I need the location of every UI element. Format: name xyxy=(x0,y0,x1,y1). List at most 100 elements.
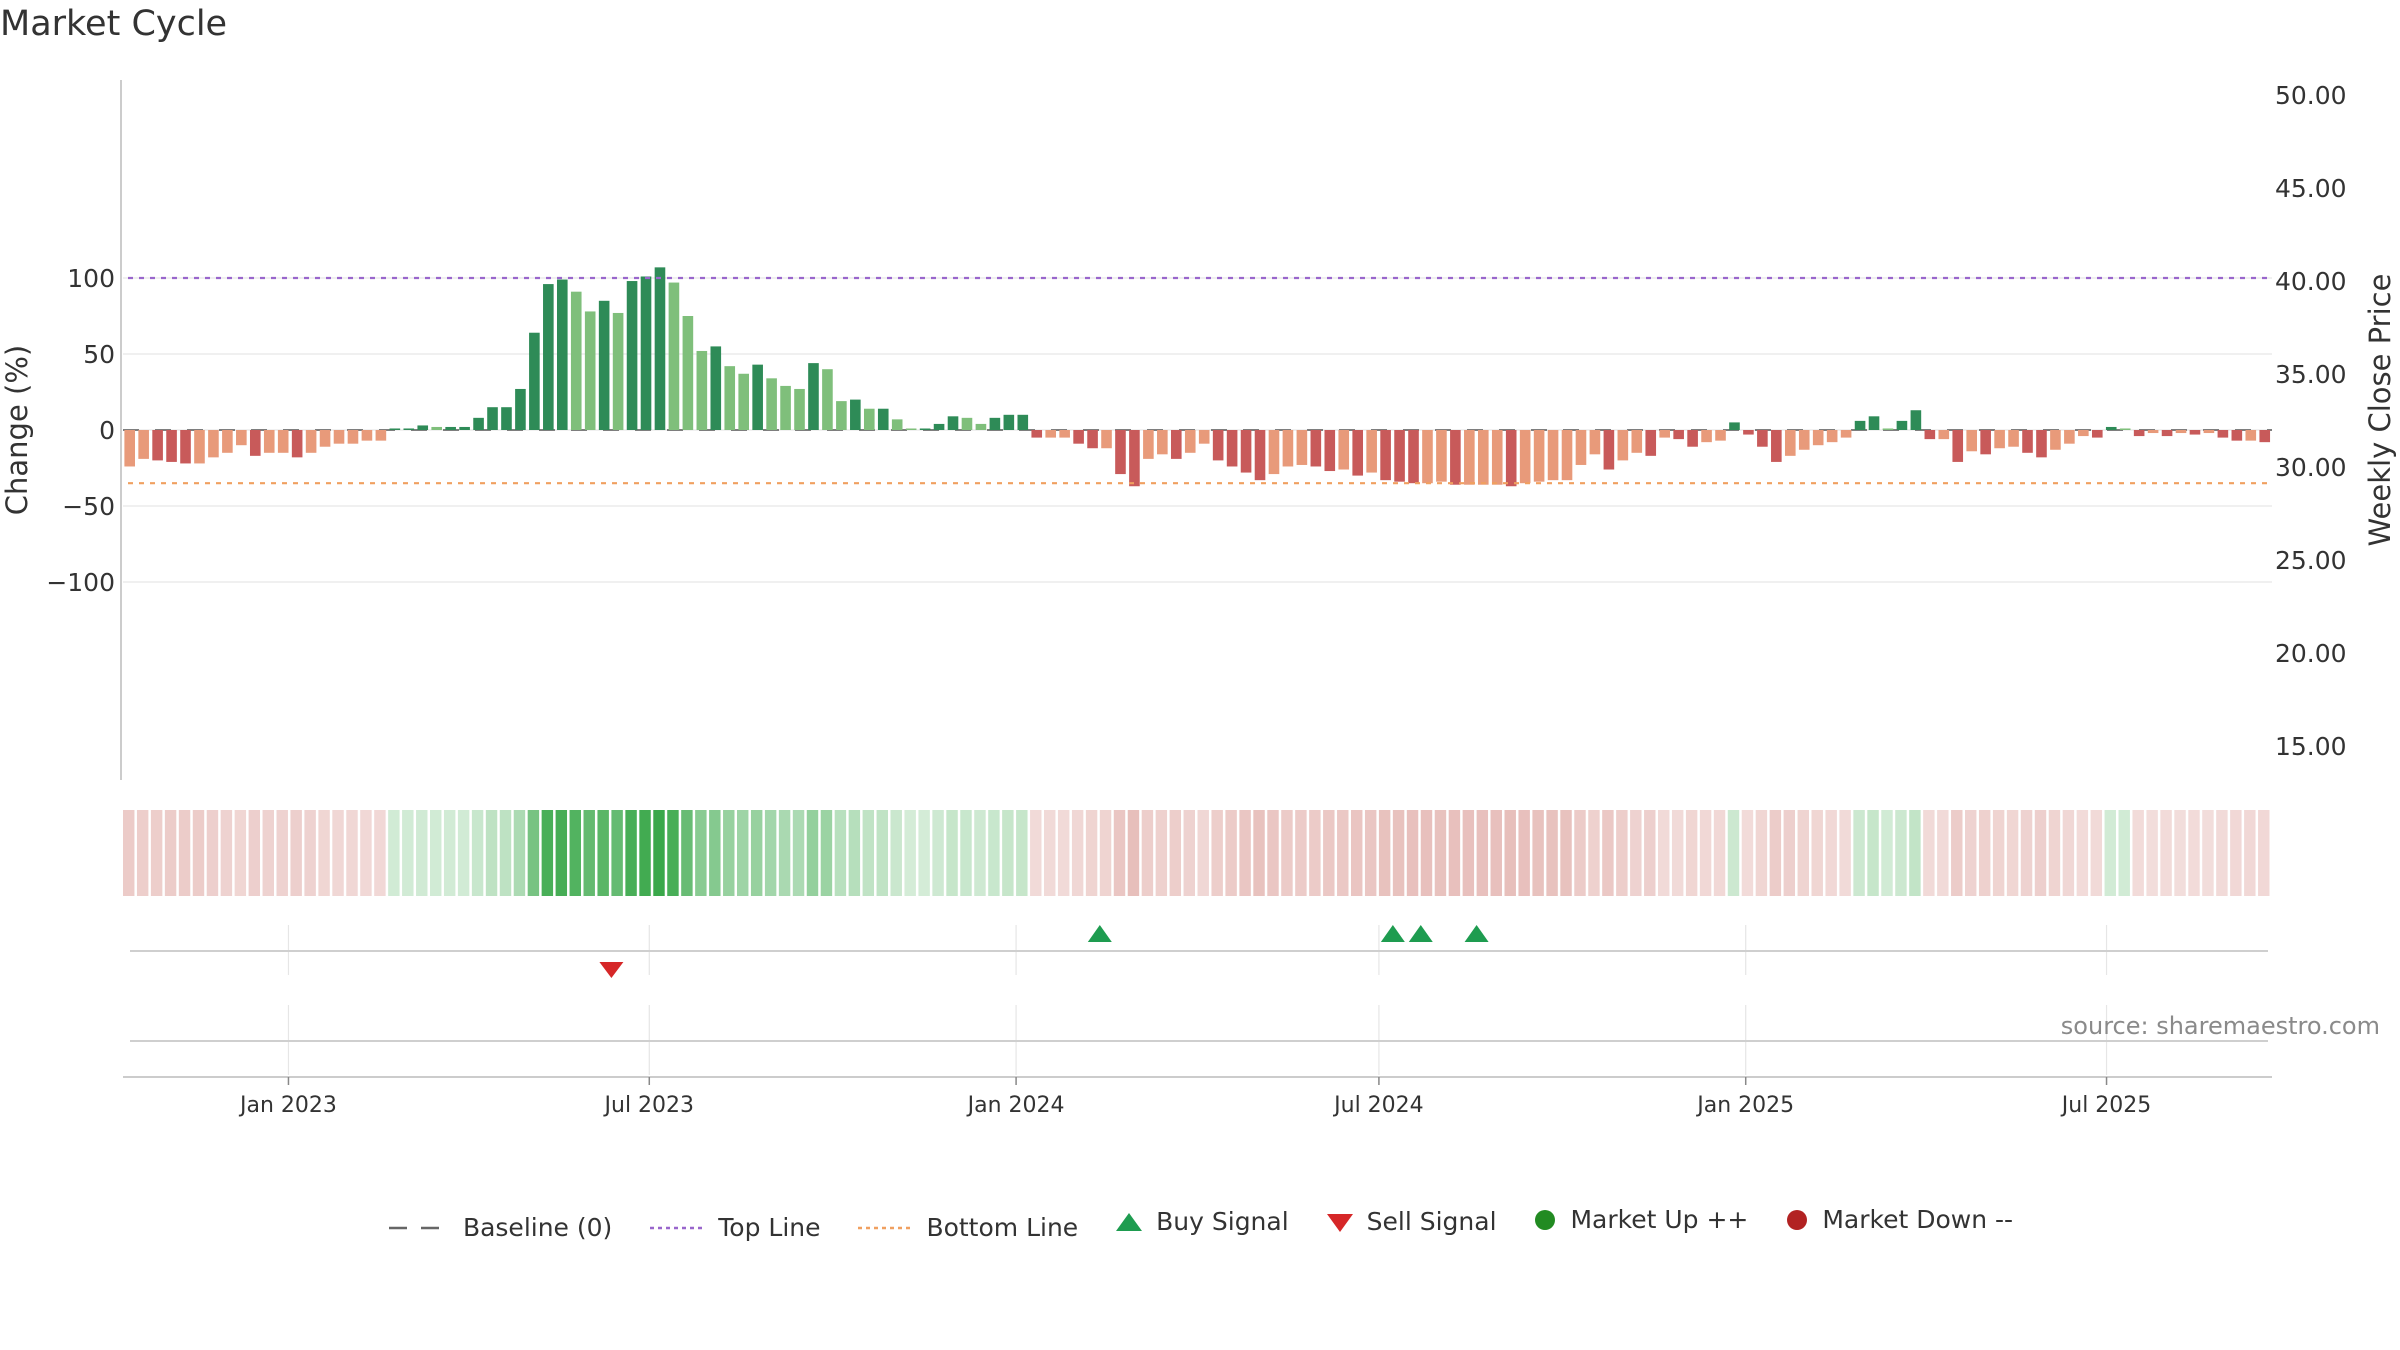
bar xyxy=(1157,430,1168,455)
bar xyxy=(654,267,666,430)
x-tick-label: Jul 2025 xyxy=(2060,1093,2152,1118)
bar xyxy=(2245,430,2257,441)
bar xyxy=(1170,430,1182,459)
x-tick-label: Jan 2023 xyxy=(238,1093,337,1118)
heat-cell xyxy=(834,810,847,896)
y2-tick-label: 45.00 xyxy=(2275,174,2347,203)
bar xyxy=(1980,430,1991,455)
heat-cell xyxy=(1978,810,1991,896)
bar xyxy=(2231,430,2243,441)
bar xyxy=(166,430,177,462)
bar xyxy=(1366,430,1377,473)
x-tick-label: Jan 2025 xyxy=(1695,1093,1794,1118)
bar xyxy=(1073,430,1084,444)
bar xyxy=(961,417,973,430)
bar xyxy=(375,430,387,441)
bar xyxy=(710,346,722,430)
heat-cell xyxy=(862,810,875,896)
heat-cell xyxy=(1183,810,1195,896)
bar xyxy=(2147,430,2159,434)
heat-cell xyxy=(597,810,609,896)
heat-cell xyxy=(1504,810,1516,896)
heat-cell xyxy=(974,810,986,896)
bar xyxy=(1771,430,1782,462)
heat-cell xyxy=(1378,810,1391,896)
bar xyxy=(459,426,470,430)
heat-cell xyxy=(1002,810,1014,896)
bar xyxy=(1743,430,1754,435)
bar xyxy=(138,430,149,459)
bar xyxy=(1184,430,1196,453)
y2-tick-label: 25.00 xyxy=(2275,546,2347,575)
bar xyxy=(975,423,987,430)
bar xyxy=(1882,428,1894,430)
legend-item-baseline: Baseline (0) xyxy=(387,1213,612,1242)
legend-label-top-line: Top Line xyxy=(718,1213,821,1242)
legend-label-baseline: Baseline (0) xyxy=(462,1213,613,1242)
bar xyxy=(1561,430,1573,481)
y-tick-label: 100 xyxy=(67,264,115,293)
heat-cell xyxy=(1462,810,1475,896)
bar xyxy=(738,373,750,430)
heat-cell xyxy=(1630,810,1642,896)
bar xyxy=(1031,430,1043,438)
heat-cell xyxy=(1490,810,1502,896)
bar xyxy=(333,430,345,444)
heat-cell xyxy=(1588,810,1600,896)
heat-cell xyxy=(611,810,623,896)
heat-cell xyxy=(471,810,484,896)
legend-label-bottom-line: Bottom Line xyxy=(926,1213,1079,1242)
dotted-line-icon xyxy=(648,1223,706,1233)
heat-cell xyxy=(430,810,442,896)
y-axis-title: Change (%) xyxy=(0,345,34,515)
bar xyxy=(1659,430,1671,438)
bar xyxy=(249,430,261,456)
heat-cell xyxy=(764,810,777,896)
heat-cell xyxy=(778,810,791,896)
bar xyxy=(515,388,526,430)
bar xyxy=(1003,414,1015,430)
heat-cell xyxy=(1169,810,1182,896)
buy-signal-marker xyxy=(1380,925,1405,942)
heat-cell xyxy=(2048,810,2061,896)
heat-cell xyxy=(583,810,595,896)
bar xyxy=(933,423,945,430)
bar xyxy=(1575,430,1587,465)
heat-cell xyxy=(667,810,679,896)
legend-item-bottom-line: Bottom Line xyxy=(856,1213,1078,1242)
buy-signal-marker xyxy=(1408,925,1433,942)
bar xyxy=(808,363,819,430)
bar xyxy=(2161,430,2173,437)
bar xyxy=(2008,430,2019,447)
heat-cell xyxy=(737,810,749,896)
triangle-down-icon xyxy=(1325,1211,1355,1233)
bar xyxy=(1631,430,1643,453)
bar xyxy=(291,430,303,458)
bar xyxy=(403,428,415,430)
bar xyxy=(1994,430,2005,449)
heat-cell xyxy=(2118,810,2130,896)
bar xyxy=(2133,430,2145,437)
heat-cell xyxy=(1825,810,1837,896)
bar xyxy=(319,430,331,447)
heat-cell xyxy=(2216,810,2228,896)
heat-cell xyxy=(1518,810,1530,896)
heat-cell xyxy=(1044,810,1056,896)
heat-cell xyxy=(290,810,302,896)
bar xyxy=(891,419,903,430)
bar xyxy=(1924,430,1936,440)
bar xyxy=(598,300,610,430)
heat-cell xyxy=(220,810,233,896)
heat-cell xyxy=(932,810,944,896)
y2-tick-label: 40.00 xyxy=(2275,267,2347,296)
bar xyxy=(1477,430,1489,485)
bar xyxy=(1798,430,1810,450)
heat-cell xyxy=(2090,810,2103,896)
dash-line-icon xyxy=(387,1223,451,1233)
heat-cell xyxy=(541,810,554,896)
bar xyxy=(2050,430,2061,450)
heat-cell xyxy=(1295,810,1307,896)
bar xyxy=(2217,430,2229,438)
bar xyxy=(1505,430,1517,487)
bar xyxy=(487,407,498,430)
